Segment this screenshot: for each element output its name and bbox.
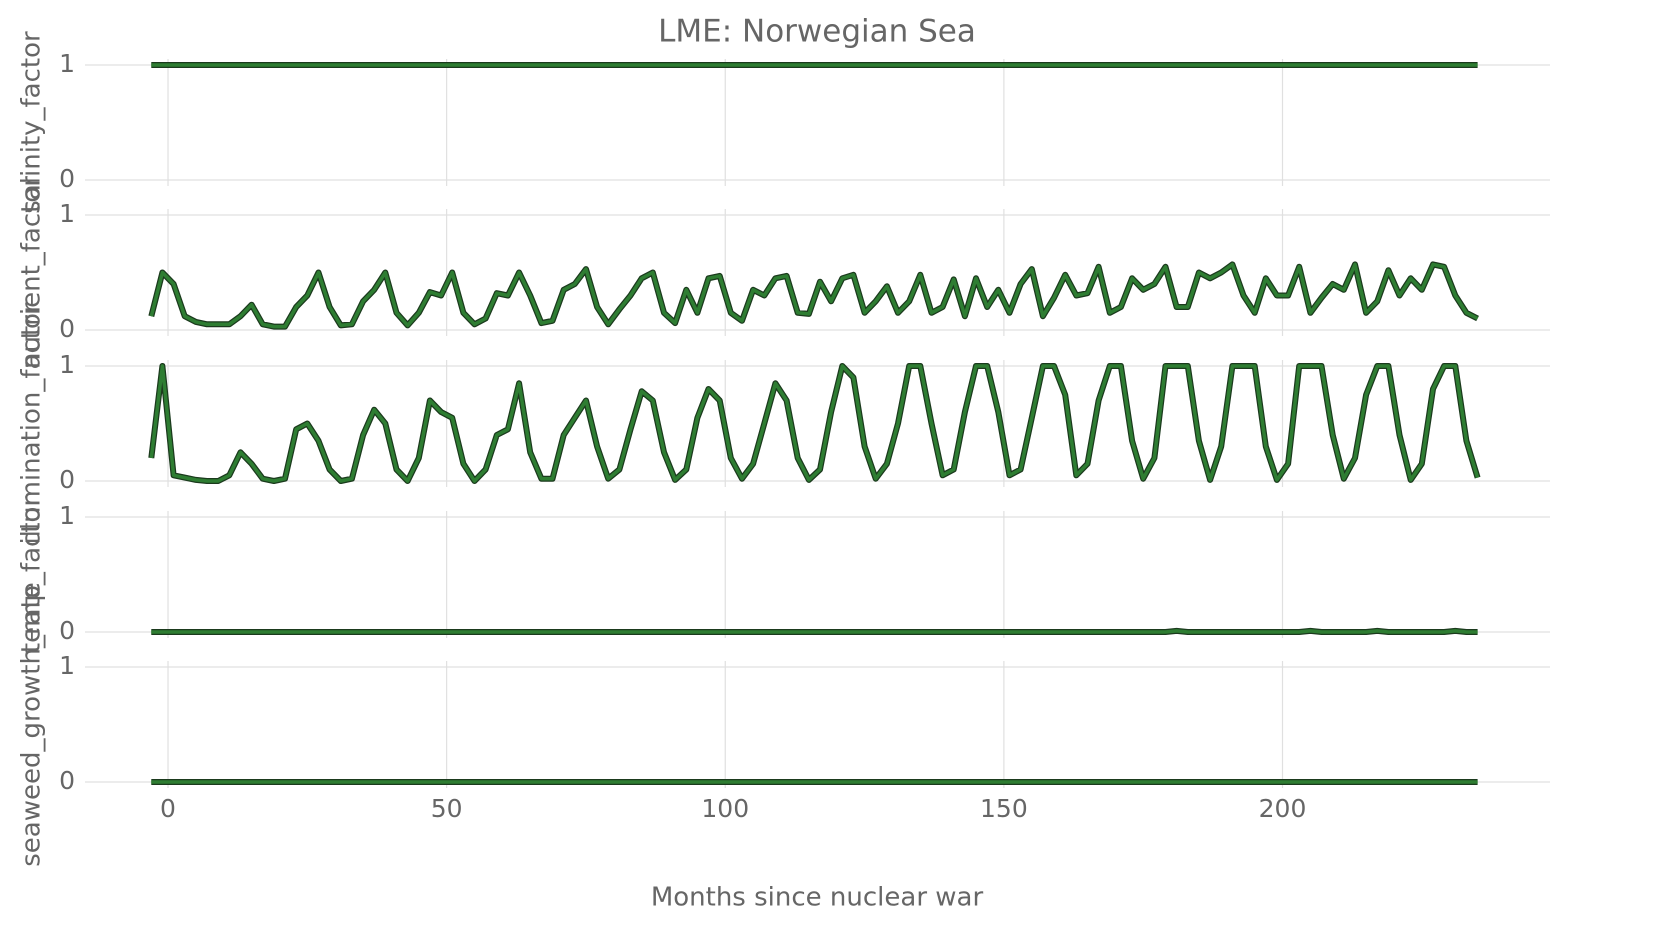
y-tick-label: 1 [59, 49, 75, 78]
y-tick-label: 0 [59, 314, 75, 343]
y-tick-label: 1 [59, 501, 75, 530]
y-axis-label: illumination_factor [17, 302, 47, 544]
y-axis-label: temp_factor [17, 496, 47, 654]
chart-title: LME: Norwegian Sea [658, 14, 976, 50]
y-tick-label: 1 [59, 651, 75, 680]
x-tick-label: 50 [431, 794, 463, 823]
x-tick-label: 0 [160, 794, 176, 823]
y-tick-label: 1 [59, 199, 75, 228]
y-tick-label: 0 [59, 616, 75, 645]
x-tick-label: 200 [1259, 794, 1307, 823]
y-axis-label: seaweed_growth_rate [17, 582, 47, 867]
x-tick-label: 100 [701, 794, 749, 823]
y-tick-label: 0 [59, 164, 75, 193]
line [151, 629, 1478, 634]
x-axis-label: Months since nuclear war [651, 883, 984, 913]
y-axis-label: nutrient_factor [17, 176, 47, 369]
y-tick-label: 1 [59, 350, 75, 379]
line [149, 262, 1479, 329]
y-axis-label: salinity_factor [17, 31, 47, 214]
x-tick-label: 150 [980, 794, 1028, 823]
line [149, 364, 1480, 483]
y-tick-label: 0 [59, 766, 75, 795]
y-tick-label: 0 [59, 465, 75, 494]
line-outline [148, 363, 1481, 484]
